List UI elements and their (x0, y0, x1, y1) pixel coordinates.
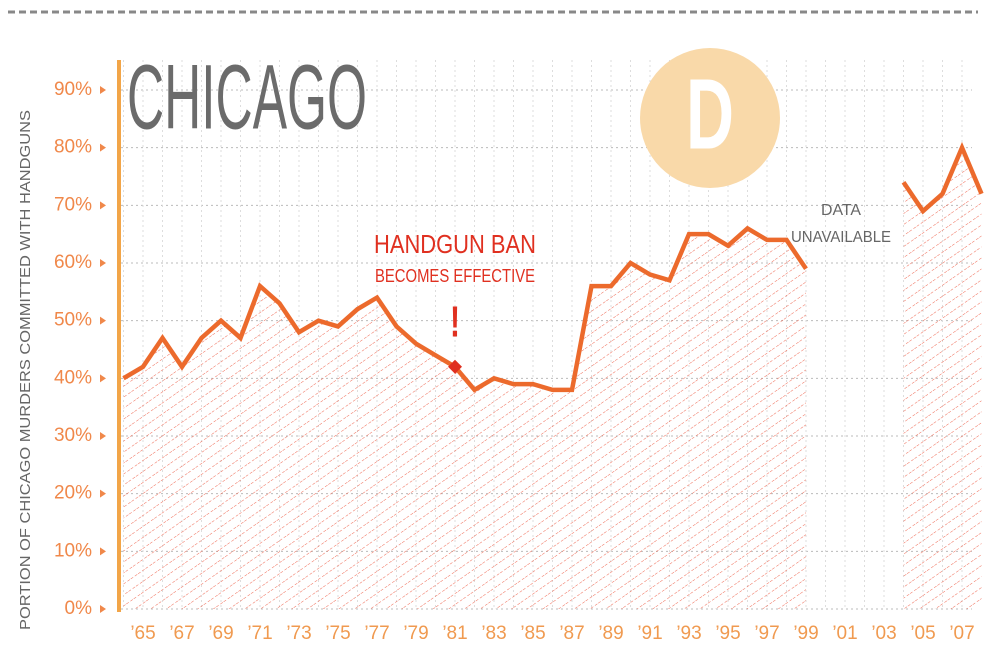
annotation: ! (450, 298, 460, 347)
y-axis-label: PORTION OF CHICAGO MURDERS COMMITTED WIT… (17, 110, 34, 630)
y-tick (100, 374, 106, 383)
x-tick-label: ’87 (559, 623, 584, 644)
y-tick-label: 20% (54, 483, 92, 504)
annotation: BECOMES EFFECTIVE (375, 266, 535, 286)
x-tick-label: ’89 (598, 623, 623, 644)
x-tick-label: ’95 (715, 623, 740, 644)
y-tick-label: 10% (54, 540, 92, 561)
x-tick-label: ’73 (286, 623, 311, 644)
y-tick (100, 143, 106, 152)
y-tick-label: 30% (54, 425, 92, 446)
annotation: UNAVAILABLE (791, 229, 891, 246)
y-tick-label: 40% (54, 367, 92, 388)
x-tick-label: ’71 (247, 623, 272, 644)
x-tick-label: ’99 (793, 623, 818, 644)
y-tick (100, 432, 106, 440)
x-tick-label: ’85 (520, 623, 545, 644)
y-tick-label: 50% (54, 310, 92, 331)
grade-badge (640, 48, 780, 188)
y-tick (100, 86, 106, 94)
y-tick (100, 489, 106, 498)
y-tick (100, 547, 106, 556)
area (123, 228, 806, 609)
x-tick-label: ’79 (403, 623, 428, 644)
x-tick-label: ’07 (949, 623, 974, 644)
x-tick-label: ’97 (754, 623, 779, 644)
chart-title: CHICAGO (127, 46, 367, 148)
y-tick (100, 316, 106, 325)
area (903, 147, 982, 609)
annotation: DATA (821, 202, 861, 219)
y-tick-label: 60% (54, 252, 92, 273)
y-tick-label: 0% (65, 598, 93, 619)
x-tick-label: ’03 (871, 623, 896, 644)
x-tick-label: ’75 (325, 623, 350, 644)
x-tick-label: ’05 (910, 623, 935, 644)
x-tick-label: ’93 (676, 623, 701, 644)
x-tick-label: ’81 (442, 623, 467, 644)
y-tick (100, 605, 106, 613)
annotation: HANDGUN BAN (374, 229, 536, 259)
y-tick (100, 259, 106, 267)
highlight-marker (448, 359, 462, 374)
y-tick-label: 70% (54, 194, 92, 215)
x-tick-label: ’91 (637, 623, 662, 644)
x-tick-label: ’67 (169, 623, 194, 644)
y-tick (100, 201, 106, 210)
x-tick-label: ’77 (364, 623, 389, 644)
x-tick-label: ’01 (832, 623, 857, 644)
x-tick-label: ’65 (130, 623, 155, 644)
y-tick-label: 90% (54, 79, 92, 100)
line (122, 225, 808, 393)
x-tick-label: ’83 (481, 623, 506, 644)
x-tick-label: ’69 (208, 623, 233, 644)
line (901, 141, 984, 215)
grade: D (686, 58, 734, 170)
y-tick-label: 80% (54, 137, 92, 158)
